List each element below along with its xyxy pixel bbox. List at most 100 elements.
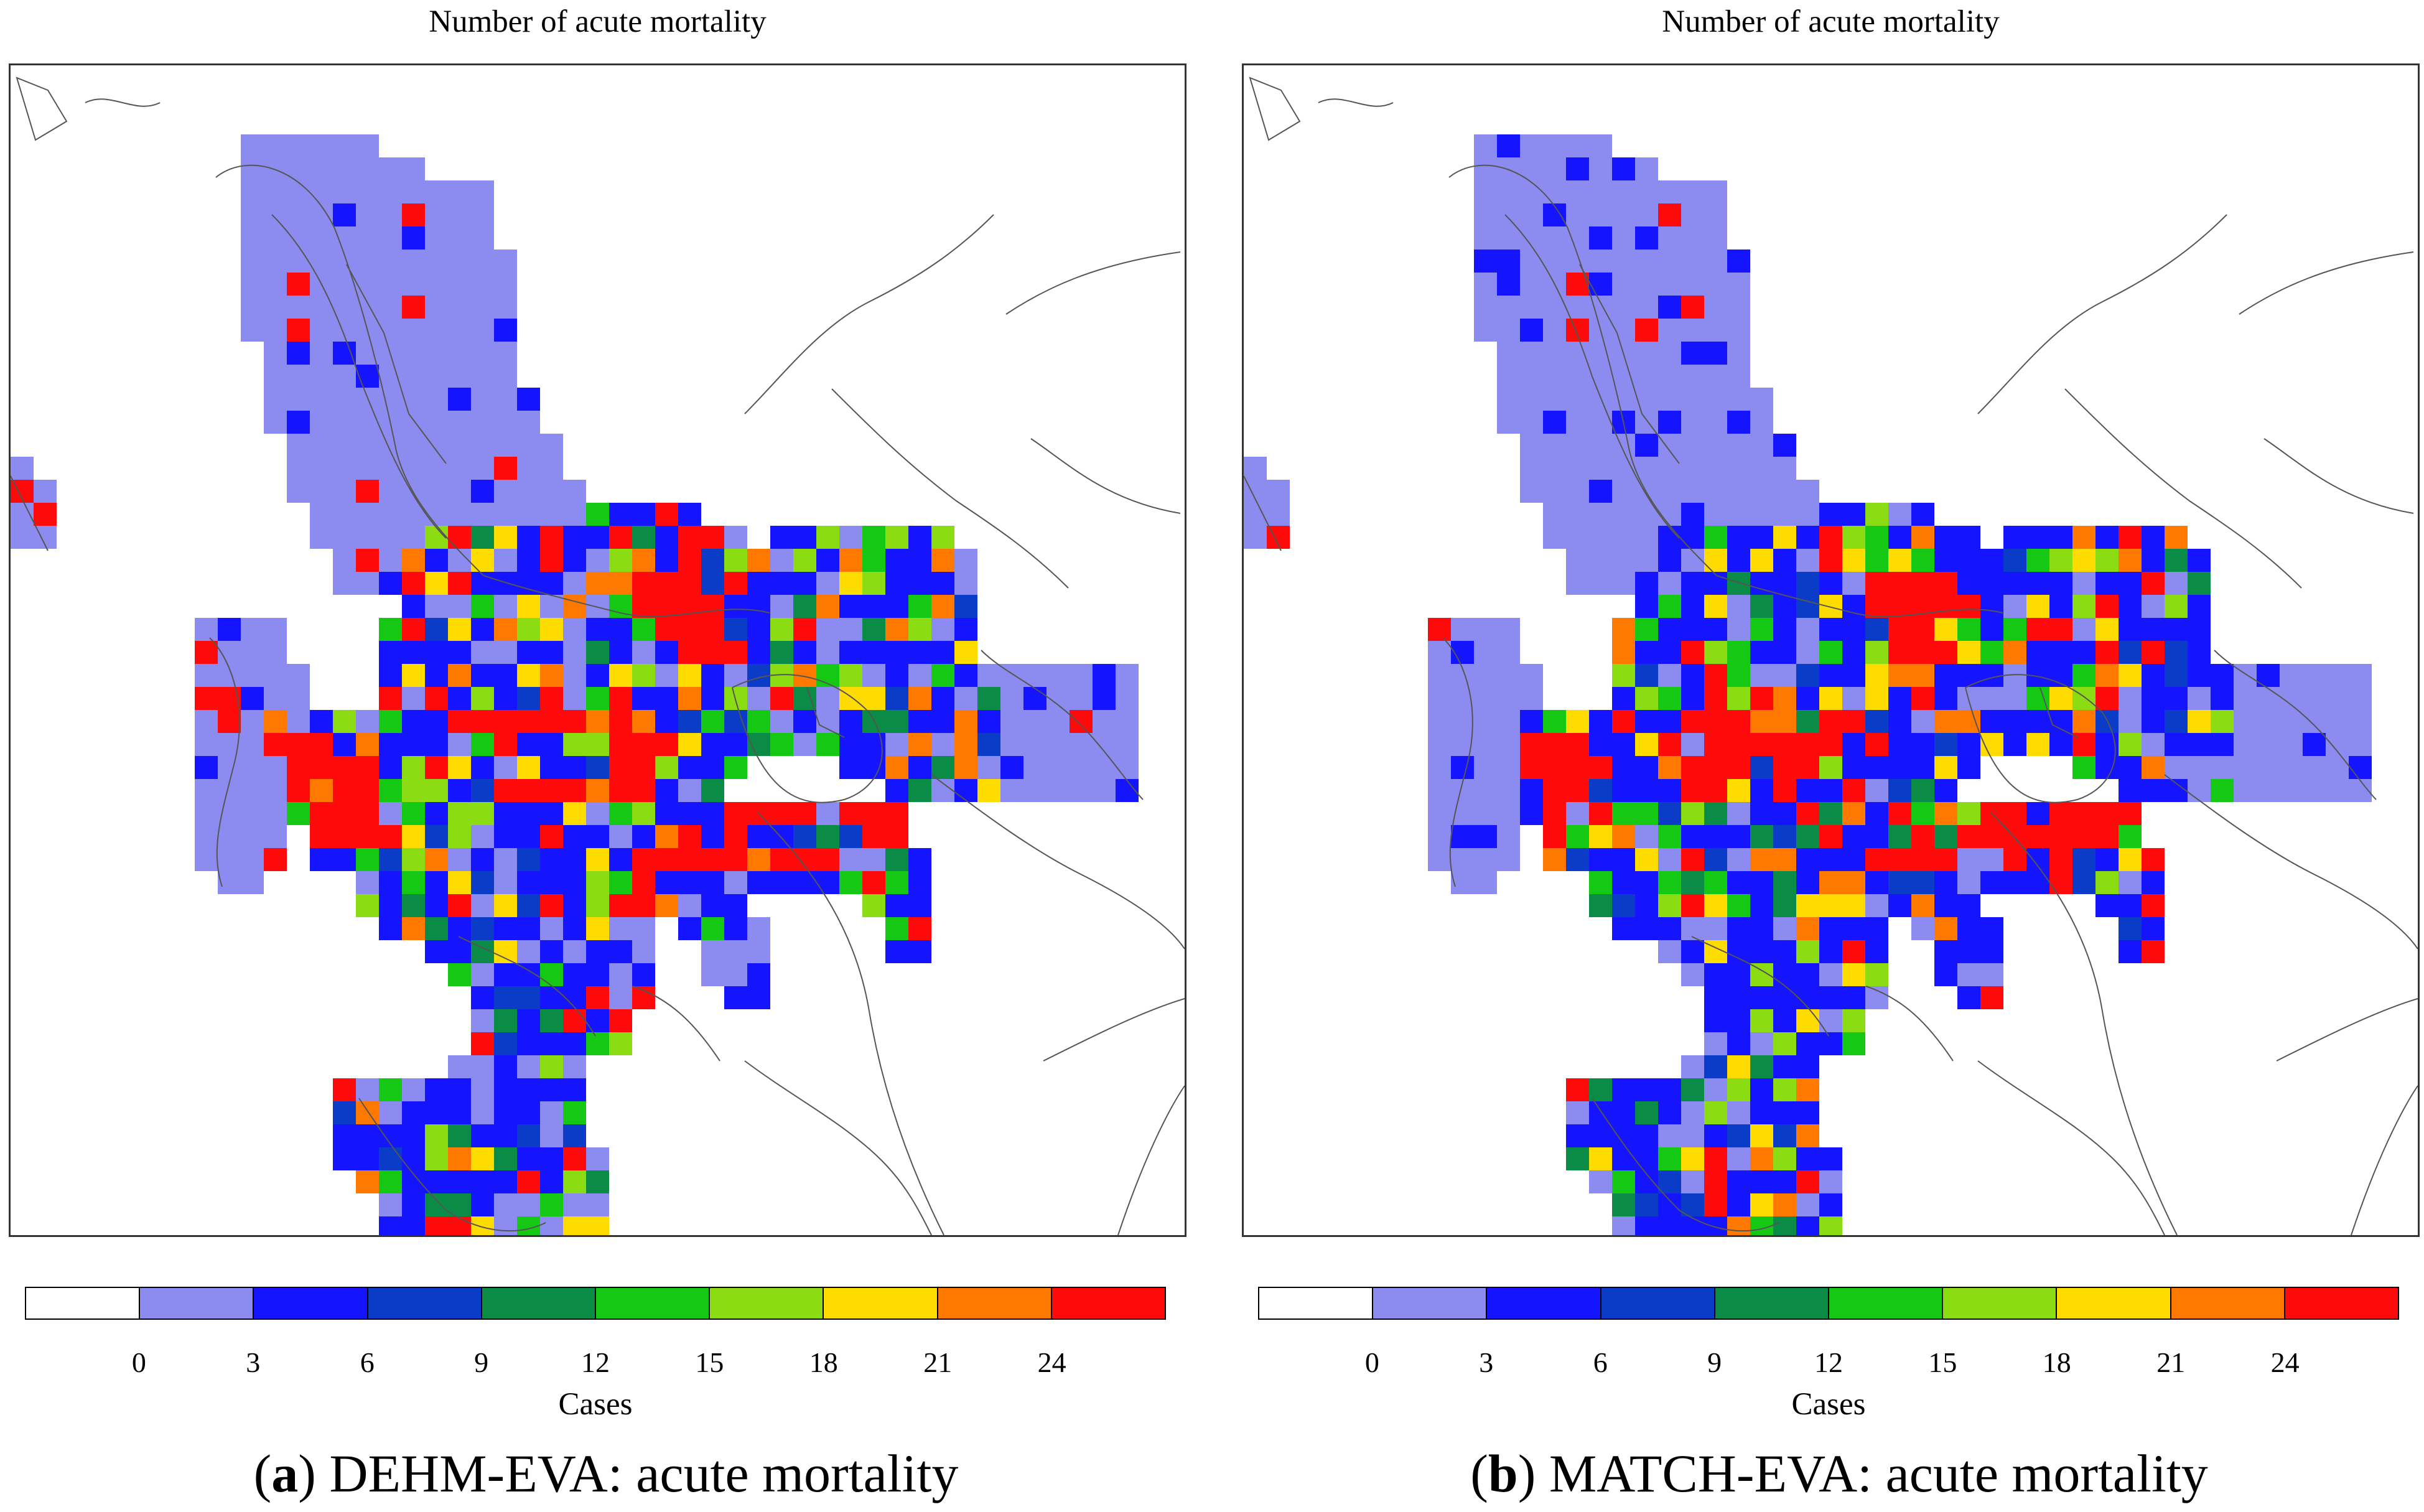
grid-cell [333,503,356,526]
grid-cell [632,733,655,756]
grid-cell [2303,687,2326,710]
grid-cell [632,503,655,526]
coastline [2263,438,2414,514]
grid-cell [310,848,333,871]
grid-cell [1635,687,1658,710]
grid-cell [1474,180,1497,203]
grid-cell [1658,296,1681,319]
grid-cell [540,1147,563,1170]
grid-cell [425,388,448,411]
grid-cell [1635,871,1658,894]
grid-cell [701,572,724,595]
grid-cell [2142,756,2165,779]
grid-cell [494,1216,517,1235]
grid-cell [264,203,287,226]
grid-cell [632,825,655,848]
grid-cell [241,641,264,664]
coastline [1965,674,2116,803]
grid-cell [333,526,356,549]
grid-cell [1047,664,1070,687]
grid-cell [2072,710,2095,733]
grid-cell [1957,549,1980,572]
grid-cell [609,618,632,641]
grid-cell [1589,549,1612,572]
caption-text: DEHM-EVA: acute mortality [329,1444,959,1503]
grid-cell [1957,894,1980,917]
grid-cell [1520,733,1543,756]
grid-cell [1888,664,1911,687]
grid-cell [448,1147,471,1170]
grid-cell [448,1193,471,1216]
grid-cell [1658,1147,1681,1170]
grid-cell [448,572,471,595]
grid-cell [1520,342,1543,365]
grid-cell [2072,802,2095,825]
grid-cell [517,503,540,526]
grid-cell [1023,756,1047,779]
grid-cell [1566,203,1589,226]
grid-cell [1773,1009,1796,1032]
grid-cell [2280,664,2303,687]
grid-cell [1681,1078,1704,1101]
grid-cell [1796,664,1819,687]
grid-cell [241,618,264,641]
grid-cell [540,779,563,802]
grid-cell [954,595,977,618]
colorbar-tick-label: 6 [1593,1346,1608,1378]
grid-cell [448,549,471,572]
grid-cell [1911,871,1934,894]
grid-cell [1888,733,1911,756]
grid-cell [1750,1216,1773,1235]
grid-cell [517,848,540,871]
grid-cell [586,825,609,848]
grid-cell [1727,1147,1750,1170]
grid-cell [2003,687,2026,710]
grid-cell [586,641,609,664]
grid-cell [1796,526,1819,549]
grid-cell [494,1101,517,1124]
grid-cell [1704,848,1727,871]
grid-cell [494,618,517,641]
grid-cell [1819,848,1842,871]
colorbar-bin [139,1288,253,1318]
grid-cell [1727,871,1750,894]
grid-cell [2026,595,2049,618]
grid-cell [793,825,816,848]
grid-cell [2142,940,2165,963]
grid-cell [1635,894,1658,917]
grid-cell [1911,503,1934,526]
coastline [931,774,1185,950]
grid-cell [1819,894,1842,917]
grid-cell [885,802,908,825]
grid-cell [1796,779,1819,802]
grid-cell [1727,733,1750,756]
grid-cell [1612,710,1635,733]
grid-cell [1612,1078,1635,1101]
grid-cell [1681,549,1704,572]
grid-cell [264,180,287,203]
grid-cell [471,986,494,1009]
grid-cell [1773,1055,1796,1078]
grid-cell [977,733,1000,756]
grid-cell [264,250,287,273]
grid-cell [839,526,862,549]
grid-cell [241,802,264,825]
grid-cell [908,687,931,710]
grid-cell [287,710,310,733]
grid-cell [448,503,471,526]
grid-cell [2142,848,2165,871]
grid-cell [1474,157,1497,180]
grid-cell [1093,733,1116,756]
grid-cell [333,411,356,434]
grid-cell [448,710,471,733]
grid-cell [632,917,655,940]
grid-cell [1497,273,1520,296]
grid-cell [701,641,724,664]
grid-cell [264,342,287,365]
grid-cell [678,526,701,549]
grid-cell [954,710,977,733]
grid-cell [931,664,954,687]
grid-cell [241,756,264,779]
grid-cell [425,273,448,296]
grid-cell [1819,756,1842,779]
